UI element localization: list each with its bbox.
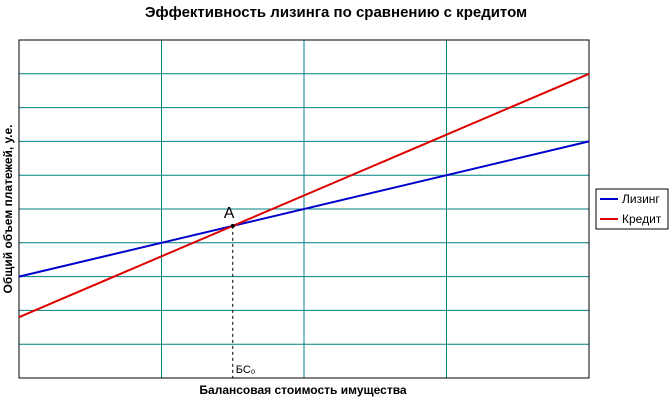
plot-frame (18, 39, 590, 379)
grid (19, 40, 589, 378)
chart-title: Эффективность лизинга по сравнению с кре… (145, 4, 527, 21)
legend-label-leasing: Лизинг (622, 192, 660, 206)
intersection-point (230, 223, 235, 228)
legend-label-credit: Кредит (622, 212, 662, 226)
y-axis-label: Общий объем платежей, у.е. (1, 125, 15, 294)
legend-box (595, 188, 669, 230)
annotation-layer: БС₀ (232, 225, 256, 378)
x-axis-label: Балансовая стоимость имущества (199, 383, 407, 397)
series-layer: А (18, 72, 590, 319)
annotation-bs0: БС₀ (236, 364, 256, 376)
series-line-leasing (18, 140, 590, 278)
series-line-credit (18, 72, 590, 319)
annotation-a: А (224, 205, 235, 222)
legend: Лизинг Кредит (595, 188, 669, 230)
